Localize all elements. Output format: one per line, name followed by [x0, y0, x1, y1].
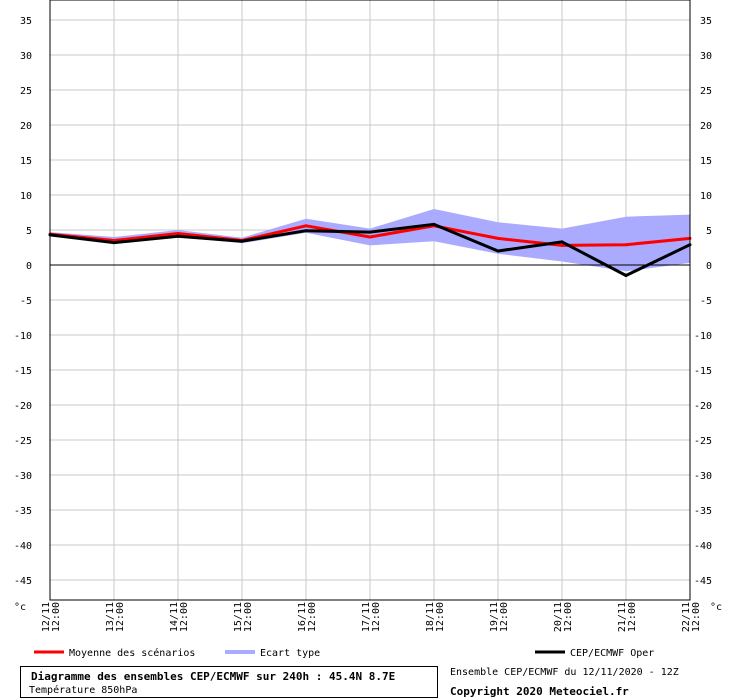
y-tick-label-left: -15 [14, 366, 32, 377]
series-point-cep-ecmwf-oper [624, 274, 628, 277]
y-tick-label-left: 30 [20, 51, 32, 62]
legend-label-ecart: Ecart type [260, 648, 320, 659]
y-tick-label-right: 30 [700, 51, 712, 62]
y-tick-label-left: -20 [14, 401, 32, 412]
y-axis-ticks: 35 35 30 30 25 25 20 20 15 15 10 10 5 5 0 0 -5 -5 -10 -10 -1… [14, 16, 712, 587]
chart-grid [49, 0, 691, 600]
y-tick-label-left: -35 [14, 506, 32, 517]
x-tick-date: 21/11 [617, 602, 628, 632]
x-tick-time: 12:00 [691, 602, 702, 632]
y-tick-label-left: -40 [14, 541, 32, 552]
y-tick-label-right: 25 [700, 86, 712, 97]
series-point-moyenne-des-sc-narios [496, 236, 500, 240]
x-tick-time: 12:00 [243, 602, 254, 632]
x-tick-date: 16/11 [297, 602, 308, 632]
y-tick-label-left: -45 [14, 576, 32, 587]
legend-label-mean: Moyenne des scénarios [69, 647, 195, 659]
x-tick-date: 22/11 [681, 602, 692, 632]
y-tick-label-left: 15 [20, 156, 32, 167]
x-tick-time: 12:00 [51, 602, 62, 632]
series-point-cep-ecmwf-oper [496, 249, 500, 253]
y-tick-label-left: 5 [26, 226, 32, 237]
y-tick-label-right: -25 [694, 436, 712, 447]
ecart-type-band [50, 209, 690, 272]
x-tick-time: 12:00 [179, 602, 190, 632]
ecart-type-band-layer [50, 209, 690, 272]
y-unit-right: °c [710, 602, 722, 613]
y-tick-label-left: 25 [20, 86, 32, 97]
y-tick-label-right: 20 [700, 121, 712, 132]
copyright: Copyright 2020 Meteociel.fr [450, 685, 629, 698]
y-tick-label-left: -5 [20, 296, 32, 307]
y-tick-label-right: 5 [706, 226, 712, 237]
legend: Moyenne des scénarios Ecart type CEP/ECM… [34, 647, 654, 659]
series-point-cep-ecmwf-oper [368, 230, 372, 234]
y-tick-label-right: -20 [694, 401, 712, 412]
series-lines [48, 222, 692, 277]
x-tick-date: 18/11 [425, 602, 436, 632]
chart-subtitle: Température 850hPa [29, 685, 138, 696]
y-tick-label-left: 35 [20, 16, 32, 27]
y-tick-label-right: -10 [694, 331, 712, 342]
x-tick-date: 13/11 [105, 602, 116, 632]
y-tick-label-right: -30 [694, 471, 712, 482]
x-tick-time: 12:00 [627, 602, 638, 632]
y-tick-label-right: 35 [700, 16, 712, 27]
y-tick-label-right: -45 [694, 576, 712, 587]
x-tick-time: 12:00 [435, 602, 446, 632]
y-tick-label-left: -30 [14, 471, 32, 482]
y-tick-label-left: 20 [20, 121, 32, 132]
chart-title: Diagramme des ensembles CEP/ECMWF sur 24… [31, 670, 396, 683]
x-tick-time: 12:00 [115, 602, 126, 632]
plot-frame [49, 0, 691, 601]
x-tick-time: 12:00 [499, 602, 510, 632]
series-point-cep-ecmwf-oper [240, 239, 244, 243]
y-tick-label-right: -35 [694, 506, 712, 517]
y-tick-label-right: 15 [700, 156, 712, 167]
y-tick-label-right: 0 [706, 261, 712, 272]
series-point-moyenne-des-sc-narios [560, 243, 564, 247]
y-tick-label-right: -5 [700, 296, 712, 307]
series-point-moyenne-des-sc-narios [368, 235, 372, 239]
y-tick-label-left: -25 [14, 436, 32, 447]
x-tick-date: 20/11 [553, 602, 564, 632]
series-point-cep-ecmwf-oper [560, 240, 564, 244]
series-point-moyenne-des-sc-narios [304, 224, 308, 228]
y-tick-label-right: 10 [700, 191, 712, 202]
y-tick-label-right: -15 [694, 366, 712, 377]
series-point-cep-ecmwf-oper [112, 241, 116, 245]
x-tick-time: 12:00 [307, 602, 318, 632]
x-tick-date: 17/11 [361, 602, 372, 632]
x-tick-time: 12:00 [563, 602, 574, 632]
x-tick-date: 15/11 [233, 602, 244, 632]
y-tick-label-left: 10 [20, 191, 32, 202]
title-box: Diagramme des ensembles CEP/ECMWF sur 24… [20, 666, 438, 698]
x-tick-date: 19/11 [489, 602, 500, 632]
x-tick-date: 14/11 [169, 602, 180, 632]
series-point-moyenne-des-sc-narios [176, 232, 180, 235]
x-tick-date: 12/11 [41, 602, 52, 632]
y-tick-label-left: 0 [26, 261, 32, 272]
legend-label-oper: CEP/ECMWF Oper [570, 648, 654, 659]
series-point-cep-ecmwf-oper [304, 229, 308, 233]
x-tick-time: 12:00 [371, 602, 382, 632]
y-tick-label-right: -40 [694, 541, 712, 552]
series-point-cep-ecmwf-oper [432, 222, 436, 226]
series-point-cep-ecmwf-oper [176, 234, 180, 238]
series-point-moyenne-des-sc-narios [624, 243, 628, 247]
y-unit-left: °c [14, 602, 26, 613]
y-tick-label-left: -10 [14, 331, 32, 342]
run-source: Ensemble CEP/ECMWF du 12/11/2020 - 12Z [450, 667, 679, 678]
x-axis-ticks: 12/11 12:00 13/11 12:00 14/11 12:00 15/11 12:00… [41, 602, 702, 632]
